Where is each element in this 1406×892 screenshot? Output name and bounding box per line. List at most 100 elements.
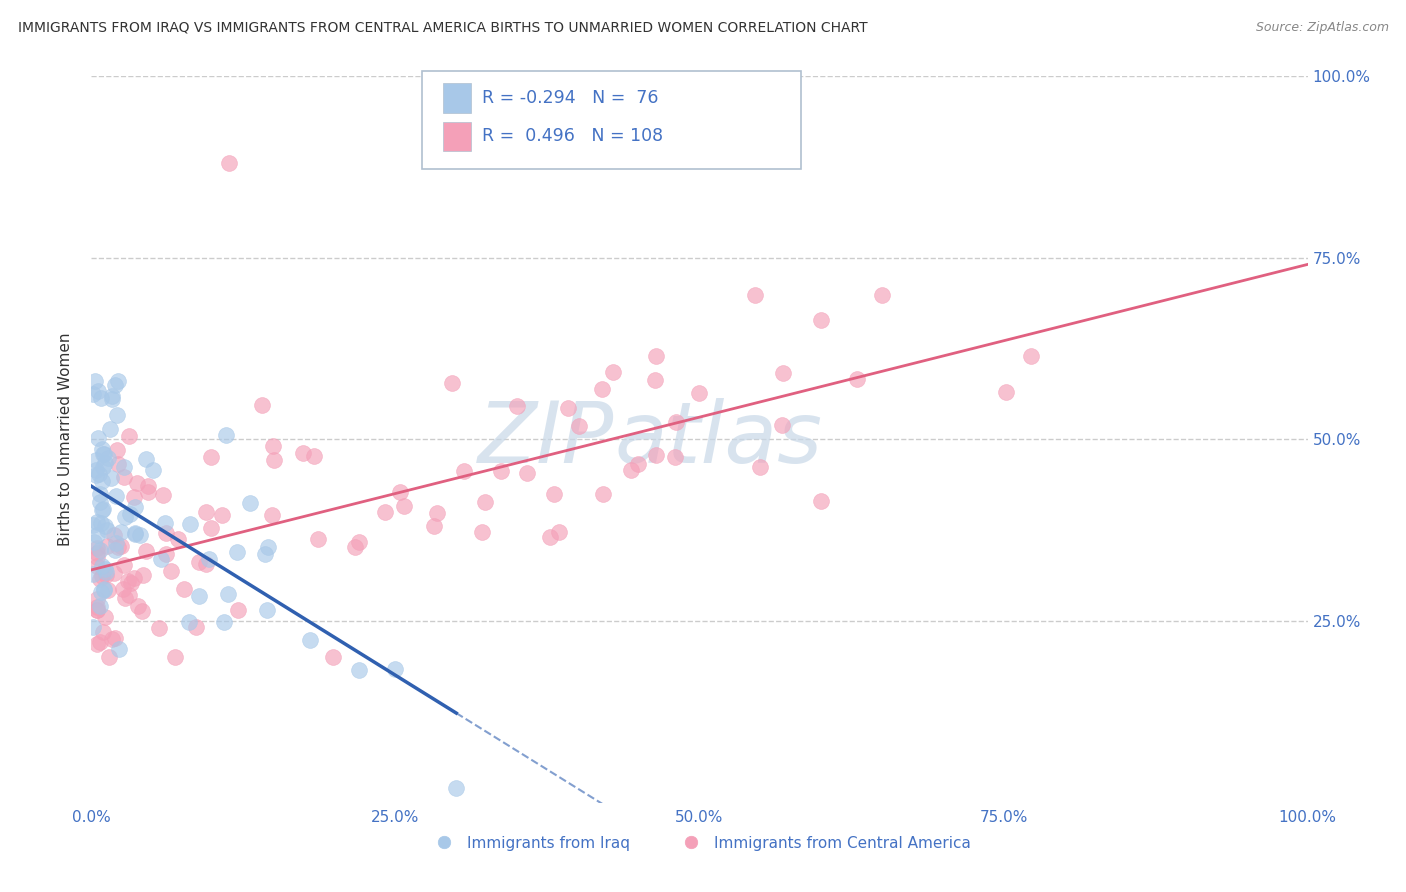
Point	[153, 516, 176, 530]
Point	[84, 452, 107, 467]
Point	[124, 525, 146, 540]
Point	[122, 491, 145, 505]
Point	[112, 459, 135, 474]
Point	[100, 471, 122, 485]
Point	[114, 510, 136, 524]
Point	[136, 484, 159, 499]
Point	[749, 459, 772, 474]
Point	[91, 624, 114, 639]
Point	[104, 631, 127, 645]
Point	[218, 156, 240, 170]
Point	[90, 392, 112, 406]
Point	[89, 543, 111, 558]
Point	[91, 558, 114, 573]
Point	[644, 373, 666, 387]
Point	[82, 386, 104, 401]
Point	[86, 600, 108, 615]
Point	[256, 603, 278, 617]
Point	[104, 489, 127, 503]
Point	[103, 528, 125, 542]
Point	[94, 518, 117, 533]
Point	[262, 508, 284, 522]
Legend: Immigrants from Iraq, Immigrants from Central America: Immigrants from Iraq, Immigrants from Ce…	[422, 830, 977, 857]
Point	[110, 539, 132, 553]
Point	[105, 409, 128, 423]
Point	[152, 488, 174, 502]
Point	[744, 288, 766, 302]
Point	[86, 541, 108, 555]
Point	[257, 540, 280, 554]
Point	[86, 527, 108, 541]
Point	[82, 567, 104, 582]
Point	[90, 584, 112, 599]
Point	[664, 450, 686, 464]
Point	[557, 401, 579, 415]
Point	[86, 550, 108, 565]
Point	[97, 583, 120, 598]
Point	[82, 620, 104, 634]
Point	[426, 506, 449, 520]
Point	[538, 530, 561, 544]
Point	[105, 443, 128, 458]
Point	[117, 574, 139, 588]
Point	[90, 516, 112, 531]
Point	[592, 487, 614, 501]
Point	[349, 535, 371, 549]
Point	[627, 457, 650, 471]
Point	[83, 534, 105, 549]
Point	[664, 415, 686, 429]
Point	[136, 479, 159, 493]
Point	[591, 382, 613, 396]
Point	[644, 448, 666, 462]
Point	[198, 552, 221, 566]
Point	[347, 663, 370, 677]
Point	[155, 547, 177, 561]
Point	[118, 428, 141, 442]
Point	[94, 565, 117, 579]
Point	[93, 610, 115, 624]
Point	[101, 392, 124, 406]
Point	[86, 546, 108, 560]
Point	[568, 419, 591, 434]
Point	[131, 604, 153, 618]
Point	[86, 603, 108, 617]
Point	[89, 495, 111, 509]
Point	[263, 453, 285, 467]
Point	[187, 589, 209, 603]
Point	[94, 456, 117, 470]
Point	[89, 599, 111, 614]
Point	[200, 450, 222, 465]
Point	[114, 591, 136, 605]
Point	[129, 528, 152, 542]
Point	[262, 439, 284, 453]
Point	[252, 398, 274, 412]
Point	[620, 463, 643, 477]
Point	[215, 427, 238, 442]
Point	[89, 635, 111, 649]
Point	[307, 532, 329, 546]
Point	[135, 451, 157, 466]
Point	[114, 470, 136, 484]
Point	[772, 366, 794, 380]
Point	[93, 447, 115, 461]
Point	[86, 637, 108, 651]
Point	[100, 389, 122, 403]
Point	[90, 569, 112, 583]
Point	[1021, 349, 1043, 363]
Point	[89, 572, 111, 586]
Point	[194, 505, 217, 519]
Point	[148, 622, 170, 636]
Point	[211, 508, 233, 522]
Text: R = -0.294   N =  76: R = -0.294 N = 76	[482, 89, 659, 107]
Point	[423, 519, 446, 533]
Point	[135, 544, 157, 558]
Point	[489, 464, 512, 478]
Point	[103, 566, 125, 580]
Text: IMMIGRANTS FROM IRAQ VS IMMIGRANTS FROM CENTRAL AMERICA BIRTHS TO UNMARRIED WOME: IMMIGRANTS FROM IRAQ VS IMMIGRANTS FROM …	[18, 21, 868, 35]
Point	[165, 650, 187, 665]
Point	[440, 376, 463, 390]
Point	[194, 557, 217, 571]
Point	[200, 521, 222, 535]
Point	[125, 475, 148, 490]
Point	[810, 313, 832, 327]
